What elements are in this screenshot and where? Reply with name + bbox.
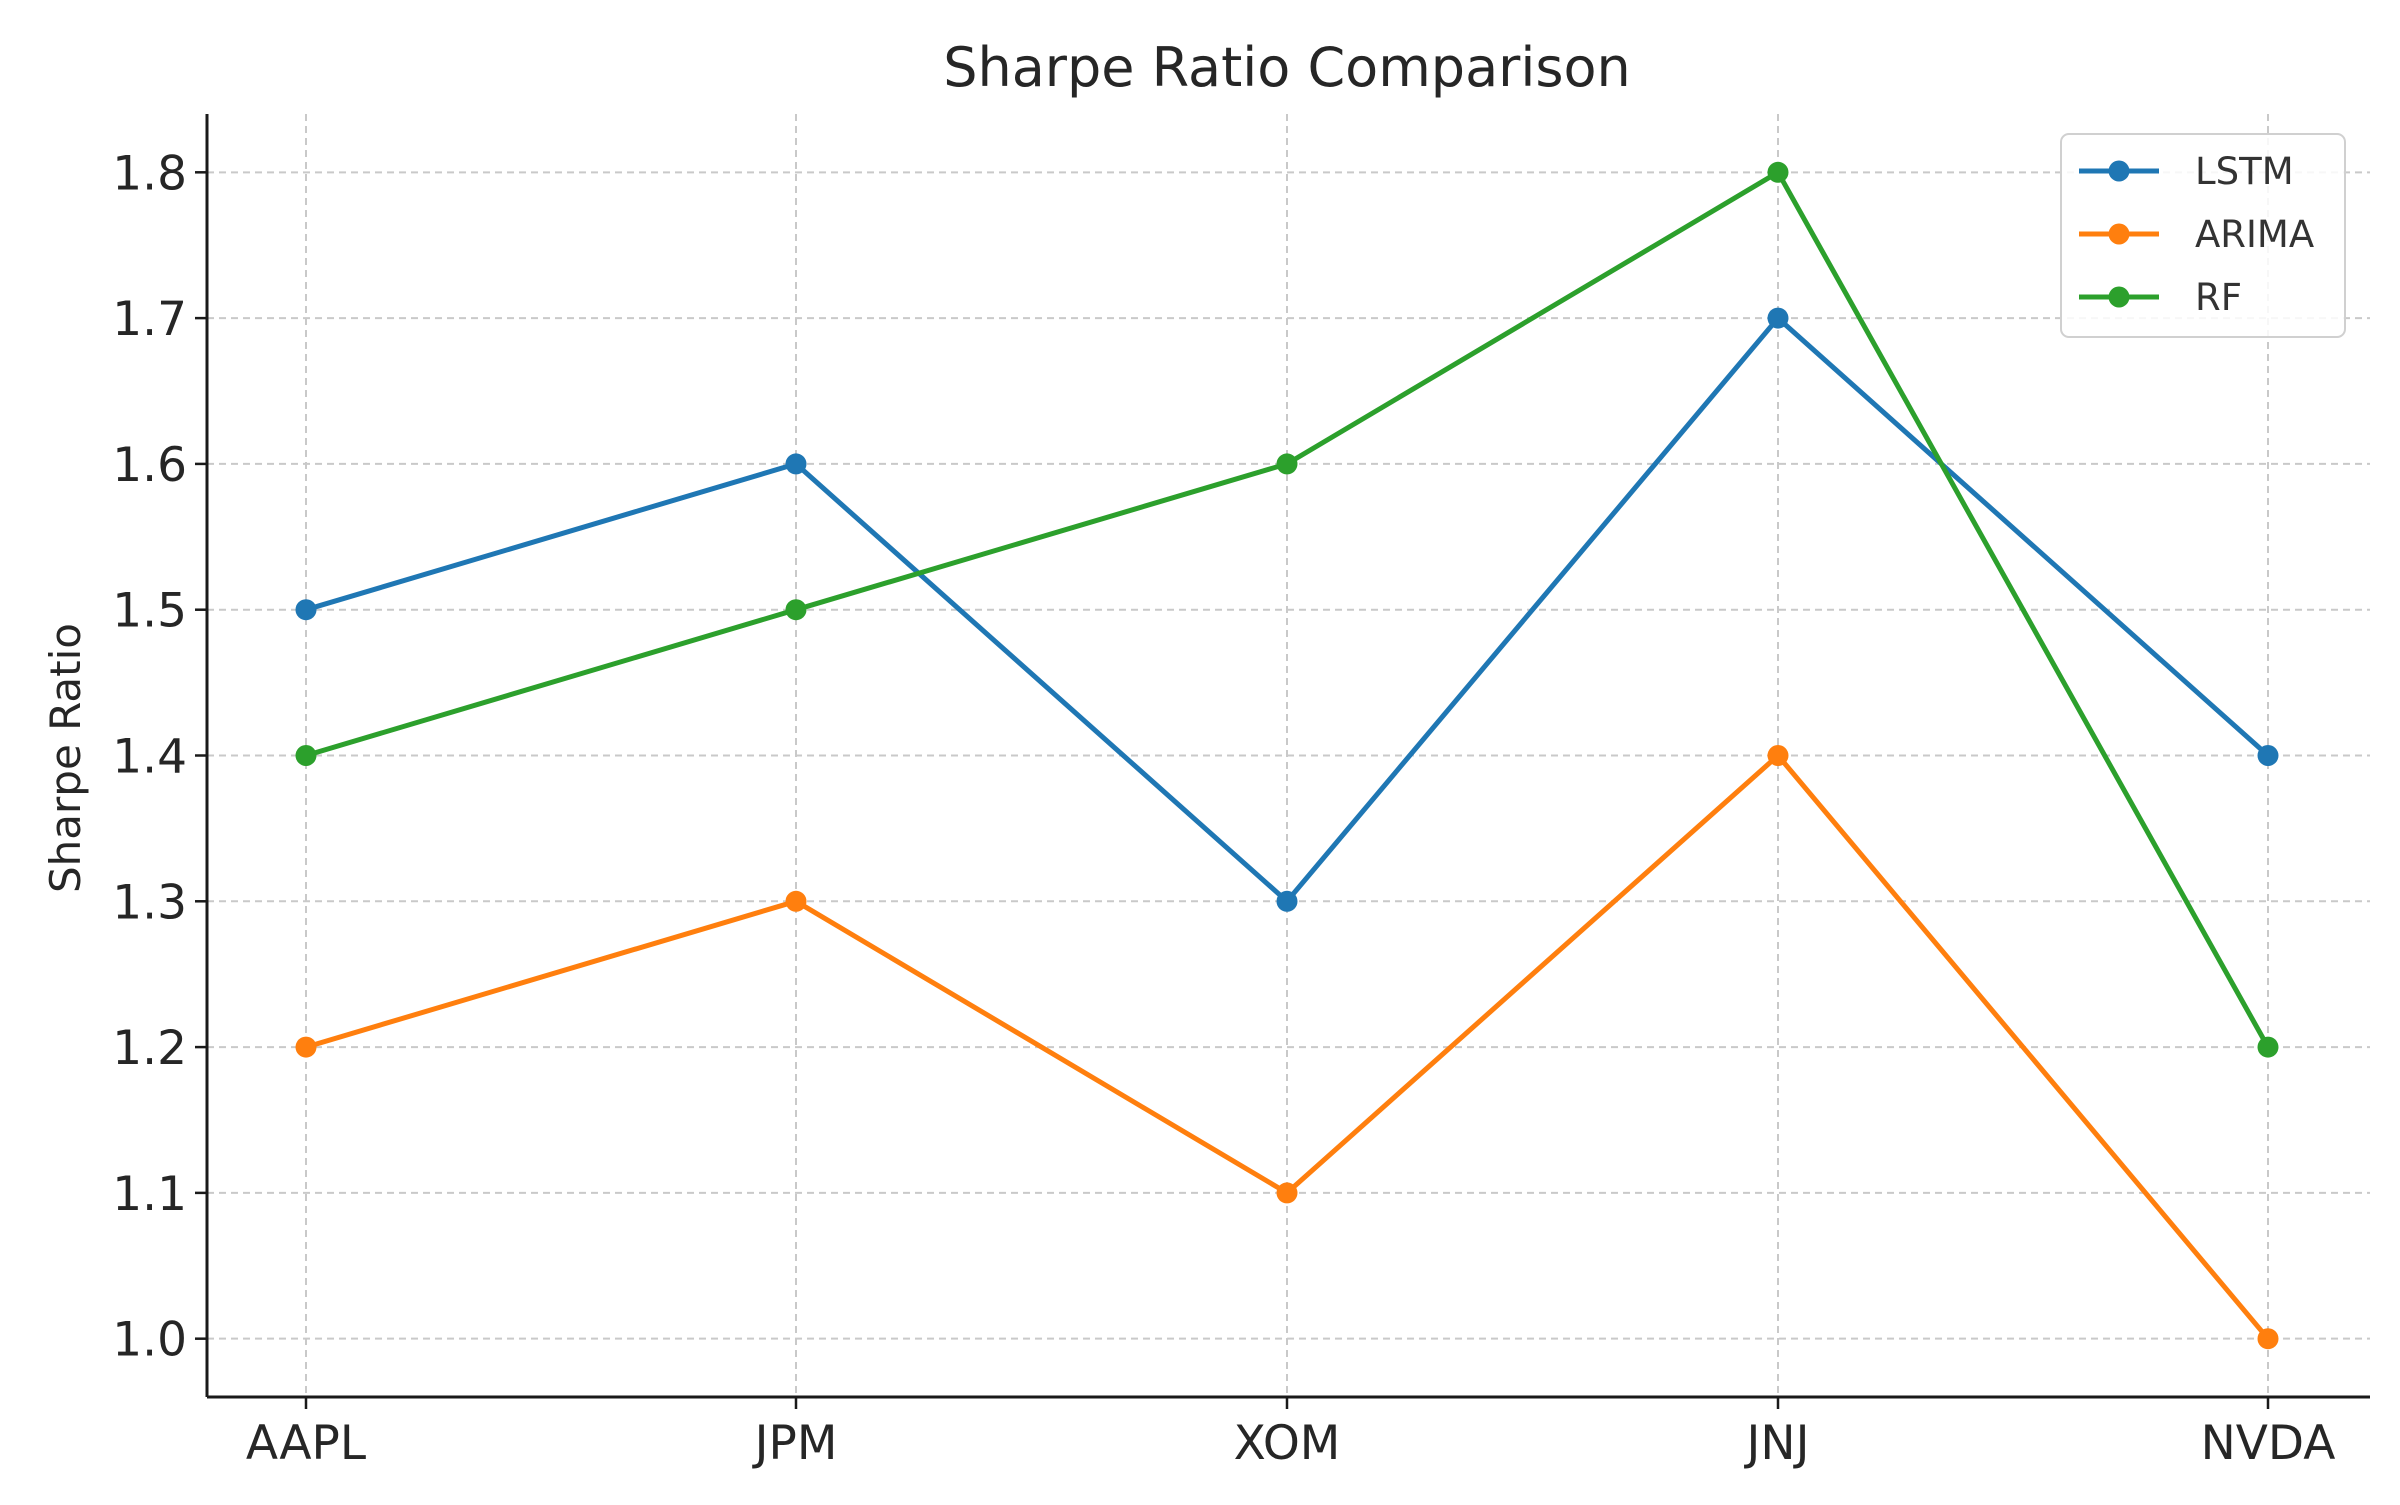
legend-marker-arima [2108,223,2130,245]
data-point-lstm-nvda [2257,745,2279,766]
data-point-rf-aapl [295,745,317,766]
data-point-arima-jpm [785,890,807,912]
legend-label-rf: RF [2195,276,2242,319]
x-tick-label-jnj: JNJ [1744,1416,1810,1471]
y-tick-label: 1.0 [112,1313,187,1368]
y-tick-label: 1.3 [112,875,187,930]
grid-layer [207,114,2370,1397]
legend-label-lstm: LSTM [2195,150,2294,193]
data-point-rf-jpm [785,599,807,621]
y-tick-label: 1.5 [112,584,187,639]
data-point-rf-nvda [2257,1036,2279,1058]
legend-box [2060,133,2346,338]
y-tick-label: 1.2 [112,1021,187,1076]
data-point-arima-jnj [1767,745,1789,766]
legend-item-rf: RF [2079,276,2242,319]
legend-item-arima: ARIMA [2079,213,2314,256]
data-point-arima-aapl [295,1036,317,1058]
x-tick-label-jpm: JPM [752,1416,838,1471]
series-layer [295,161,2279,1350]
legend-marker-lstm [2108,160,2130,182]
series-arima [295,745,2279,1350]
x-tick-label-aapl: AAPL [246,1416,366,1471]
data-point-lstm-xom [1276,890,1298,912]
y-tick-label: 1.7 [112,292,187,347]
y-tick-label: 1.8 [112,146,187,201]
y-tick-label: 1.6 [112,438,187,493]
data-point-lstm-jpm [785,453,807,475]
y-axis-label: Sharpe Ratio [41,623,90,893]
legend-item-lstm: LSTM [2079,150,2294,193]
x-tick-label-xom: XOM [1234,1416,1341,1471]
data-point-lstm-jnj [1767,307,1789,329]
data-point-lstm-aapl [295,599,317,621]
legend: LSTM ARIMA RF [2060,133,2346,338]
y-tick-label: 1.4 [112,730,187,785]
data-point-rf-xom [1276,453,1298,475]
y-tick-label: 1.1 [112,1167,187,1222]
data-point-rf-jnj [1767,161,1789,183]
ticks-layer: AAPL JPM XOM JNJ NVDA 1.0 1.1 1.2 1.3 1.4 1.5 1.6 1.… [112,146,2335,1471]
data-point-arima-nvda [2257,1328,2279,1350]
legend-label-arima: ARIMA [2195,213,2314,256]
data-point-arima-xom [1276,1182,1298,1204]
chart-title: Sharpe Ratio Comparison [943,36,1631,99]
legend-marker-rf [2108,286,2130,308]
series-rf [295,161,2279,1058]
x-tick-label-nvda: NVDA [2201,1416,2336,1471]
